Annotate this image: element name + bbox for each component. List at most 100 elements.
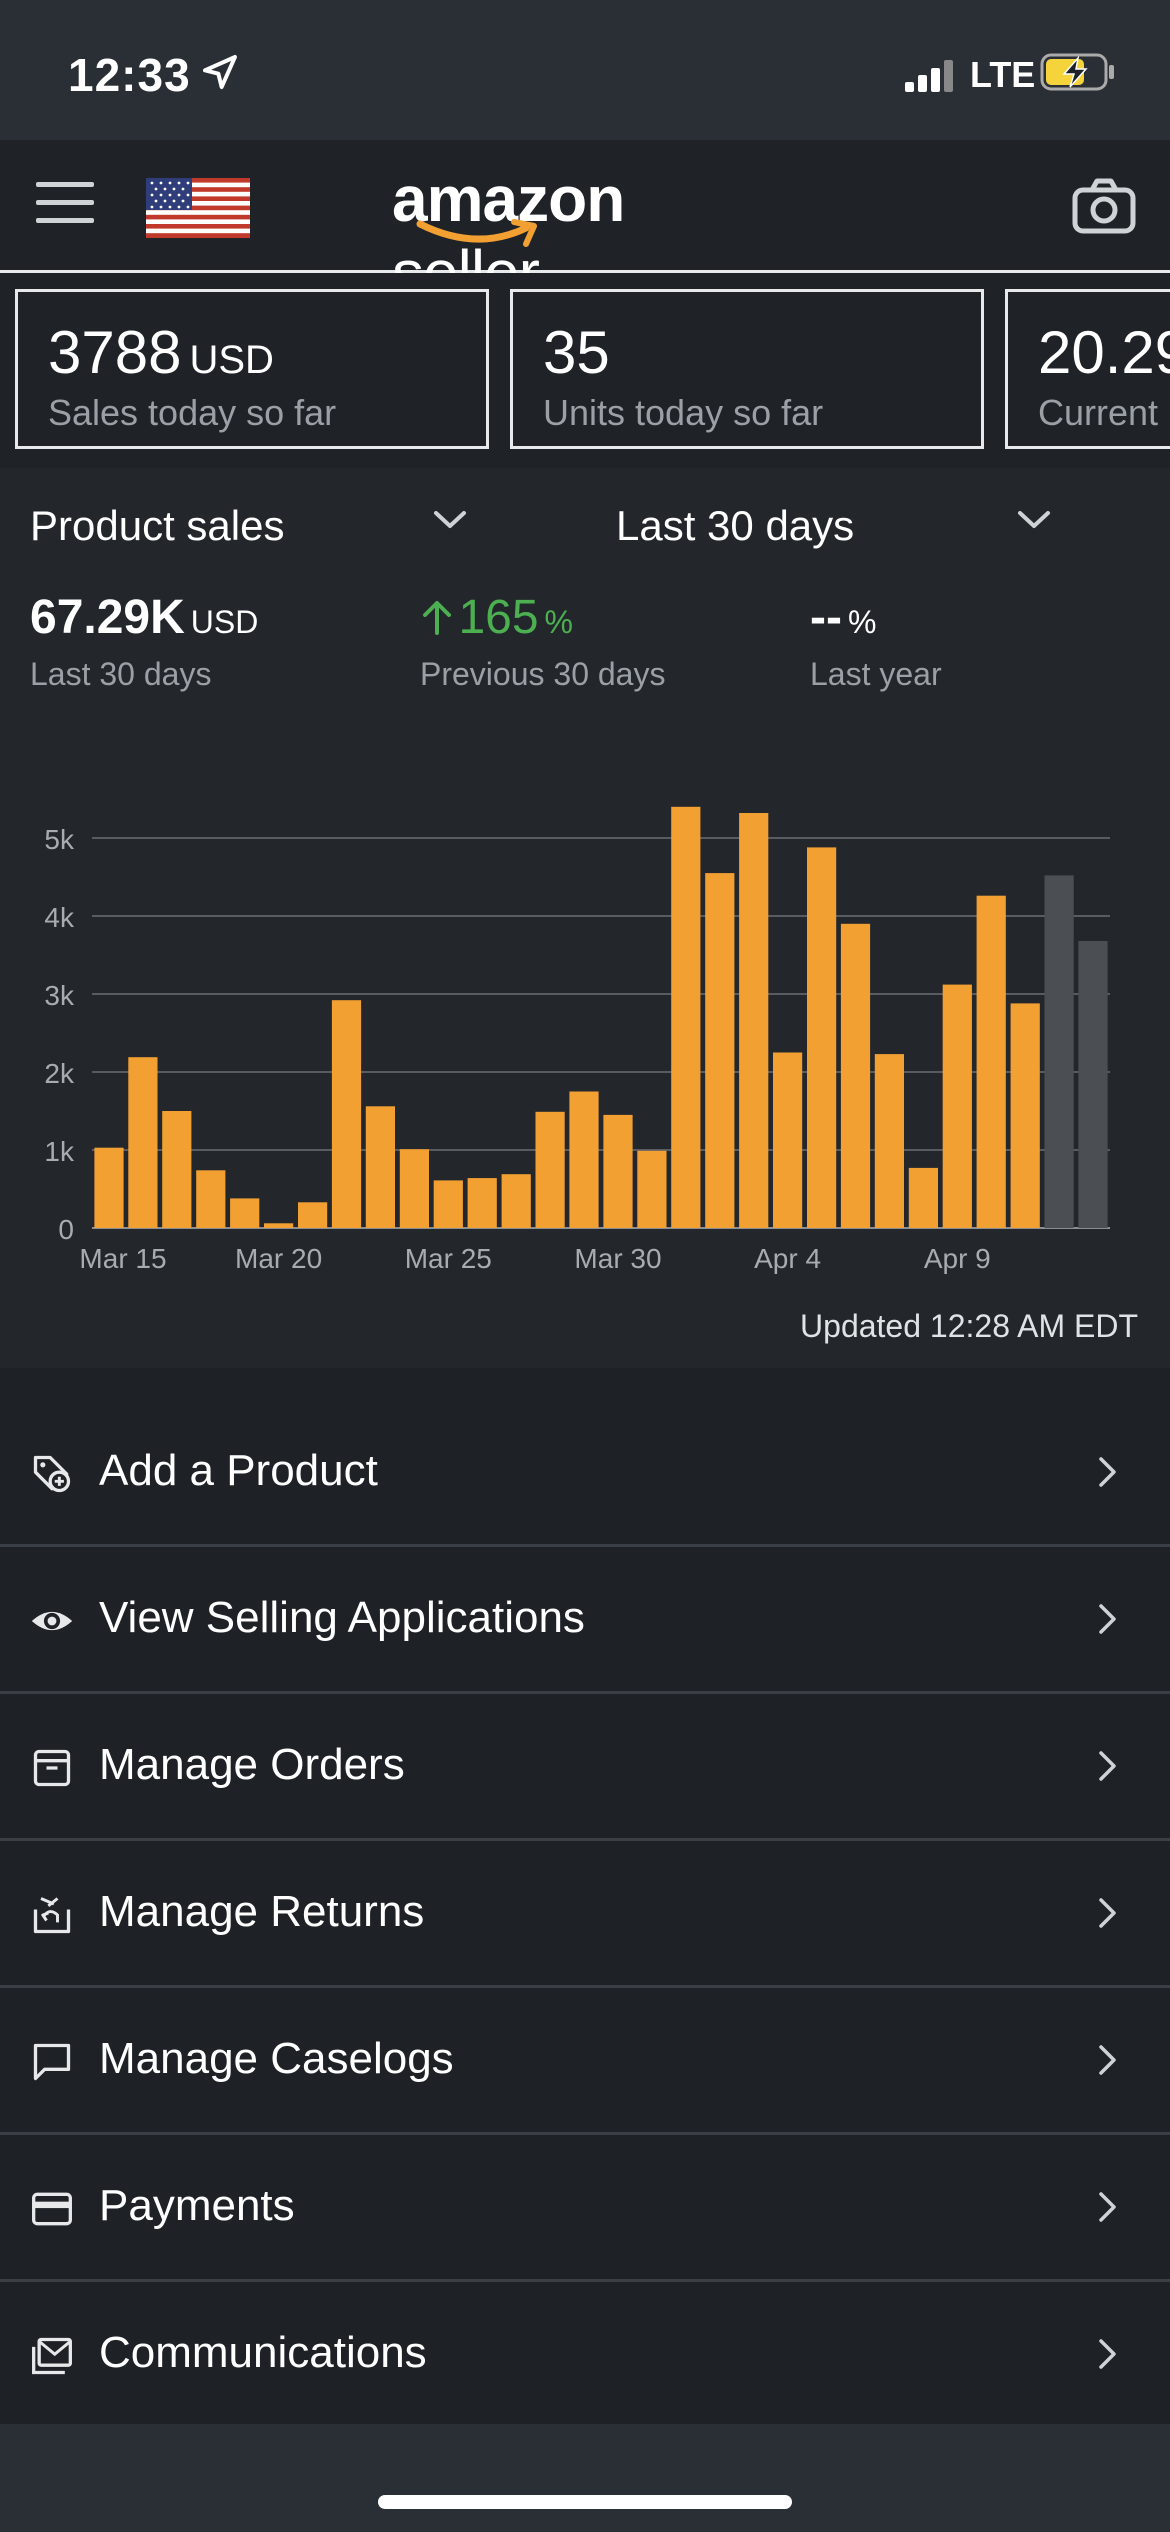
- arrow-up-icon: [423, 601, 451, 635]
- metric-last-year-label: Last year: [810, 656, 942, 692]
- location-arrow-icon: [203, 55, 237, 89]
- metric-selector[interactable]: Product sales: [30, 502, 285, 549]
- kpi-label: Units today so far: [543, 392, 824, 433]
- network-type: LTE: [970, 54, 1036, 95]
- y-tick-label: 4k: [44, 902, 75, 933]
- chart-bar[interactable]: [874, 1054, 904, 1228]
- chevron-right-icon: [1099, 2192, 1116, 2222]
- kpi-card-current[interactable]: 20.29 Current: [1005, 289, 1170, 449]
- chart-bar[interactable]: [264, 1223, 294, 1228]
- camera-icon[interactable]: [1072, 178, 1136, 234]
- kpi-value: 20.29: [1038, 319, 1170, 386]
- menu-item-manage-returns[interactable]: Manage Returns: [0, 1841, 1170, 1988]
- kpi-card-units[interactable]: 35 Units today so far: [510, 289, 984, 449]
- metric-last-year: --% Last year: [810, 590, 942, 692]
- chart-bar[interactable]: [739, 813, 769, 1228]
- metric-total-label: Last 30 days: [30, 656, 212, 692]
- menu-item-selling-applications[interactable]: View Selling Applications: [0, 1547, 1170, 1694]
- chart-bar[interactable]: [128, 1057, 158, 1228]
- chart-bar[interactable]: [1044, 875, 1074, 1228]
- chart-bar[interactable]: [637, 1150, 667, 1228]
- chart-bar[interactable]: [773, 1052, 803, 1229]
- menu-item-manage-orders[interactable]: Manage Orders: [0, 1694, 1170, 1841]
- metric-previous: 165% Previous 30 days: [420, 590, 665, 692]
- chart-bar[interactable]: [501, 1174, 531, 1228]
- chevron-right-icon: [1099, 2045, 1116, 2075]
- chart-bar[interactable]: [976, 895, 1006, 1228]
- menu-item-communications[interactable]: Communications: [0, 2282, 1170, 2429]
- kpi-carousel[interactable]: 3788 USD Sales today so far 35 Units toda…: [0, 273, 1170, 468]
- chart-bar[interactable]: [94, 1147, 124, 1228]
- metric-total: 67.29K USD Last 30 days: [30, 590, 258, 692]
- chart-bar[interactable]: [1078, 941, 1108, 1228]
- chart-bar[interactable]: [331, 1000, 362, 1228]
- chart-bar[interactable]: [365, 1106, 395, 1228]
- chart-bar[interactable]: [162, 1111, 192, 1228]
- return-box-icon: [33, 1897, 71, 1934]
- menu-item-add-product[interactable]: Add a Product: [0, 1400, 1170, 1547]
- menu-item-payments[interactable]: Payments: [0, 2135, 1170, 2282]
- kpi-label: Sales today so far: [48, 392, 337, 433]
- menu-item-manage-caselogs[interactable]: Manage Caselogs: [0, 1988, 1170, 2135]
- metric-previous-value: 165: [458, 591, 539, 644]
- chart-bar[interactable]: [840, 923, 871, 1228]
- chevron-down-icon[interactable]: [432, 508, 468, 532]
- x-tick-label: Apr 4: [754, 1243, 821, 1274]
- box-icon: [33, 1749, 71, 1787]
- us-flag-icon[interactable]: [146, 178, 250, 238]
- y-tick-label: 1k: [44, 1136, 75, 1167]
- updated-timestamp: Updated 12:28 AM EDT: [800, 1308, 1138, 1344]
- x-tick-label: Mar 25: [405, 1243, 492, 1274]
- metric-previous-unit: %: [544, 604, 573, 640]
- sales-bar-chart[interactable]: 0 1k 2k 3k 4k 5k Mar 15 Mar 20 Mar 25 Mar 30 Apr 4…: [0, 768, 1170, 1368]
- chart-bar[interactable]: [230, 1198, 260, 1228]
- chevron-right-icon: [1099, 1457, 1116, 1487]
- amazon-seller-logo: amazon seller: [392, 162, 782, 309]
- chart-bar[interactable]: [433, 1180, 463, 1228]
- kpi-value: 35: [543, 319, 610, 386]
- metric-previous-label: Previous 30 days: [420, 656, 666, 692]
- kpi-card-sales[interactable]: 3788 USD Sales today so far: [15, 289, 489, 449]
- x-tick-label: Mar 30: [574, 1243, 661, 1274]
- chart-bar[interactable]: [298, 1202, 328, 1228]
- metric-last-year-unit: %: [847, 604, 877, 640]
- chart-bar[interactable]: [569, 1091, 599, 1229]
- eye-icon: [31, 1611, 73, 1631]
- menu-icon[interactable]: [36, 180, 94, 228]
- menu-item-label: Manage Returns: [99, 1887, 425, 1936]
- chart-bar[interactable]: [671, 806, 701, 1228]
- menu-item-label: Manage Orders: [99, 1740, 405, 1789]
- chart-bar[interactable]: [1010, 1003, 1040, 1228]
- menu-item-label: Manage Caselogs: [99, 2034, 454, 2083]
- chart-bar[interactable]: [807, 847, 837, 1228]
- y-tick-label: 2k: [44, 1058, 75, 1089]
- y-tick-label: 0: [58, 1214, 74, 1245]
- battery-charging-icon: [1040, 53, 1114, 91]
- y-tick-label: 3k: [44, 980, 75, 1011]
- app-header: amazon seller: [0, 140, 1170, 309]
- chart-bar[interactable]: [467, 1178, 497, 1228]
- home-bar: [0, 2424, 1170, 2532]
- chart-bar[interactable]: [603, 1114, 633, 1228]
- x-tick-label: Mar 15: [79, 1243, 166, 1274]
- kpi-label: Current: [1038, 392, 1159, 433]
- chart-bar[interactable]: [535, 1111, 565, 1228]
- chart-bar[interactable]: [196, 1170, 226, 1228]
- chart-bar[interactable]: [942, 984, 972, 1228]
- range-selector[interactable]: Last 30 days: [616, 502, 855, 549]
- chart-bar[interactable]: [908, 1167, 938, 1228]
- credit-card-icon: [32, 2192, 72, 2226]
- chart-bar[interactable]: [399, 1149, 429, 1228]
- metric-total-value: 67.29K: [30, 591, 185, 644]
- chevron-down-icon[interactable]: [1016, 508, 1052, 532]
- status-bar: 12:33 LTE: [0, 0, 1170, 140]
- chart-bar[interactable]: [705, 873, 735, 1228]
- chevron-right-icon: [1099, 1898, 1116, 1928]
- kpi-value: 3788: [48, 319, 182, 386]
- menu-item-label: Payments: [99, 2181, 295, 2230]
- home-indicator[interactable]: [378, 2495, 792, 2509]
- menu-list: Add a Product View Selling Applications …: [0, 1400, 1170, 2429]
- x-tick-label: Apr 9: [924, 1243, 991, 1274]
- chat-bubble-icon: [33, 2043, 71, 2081]
- menu-item-label: Communications: [99, 2328, 427, 2377]
